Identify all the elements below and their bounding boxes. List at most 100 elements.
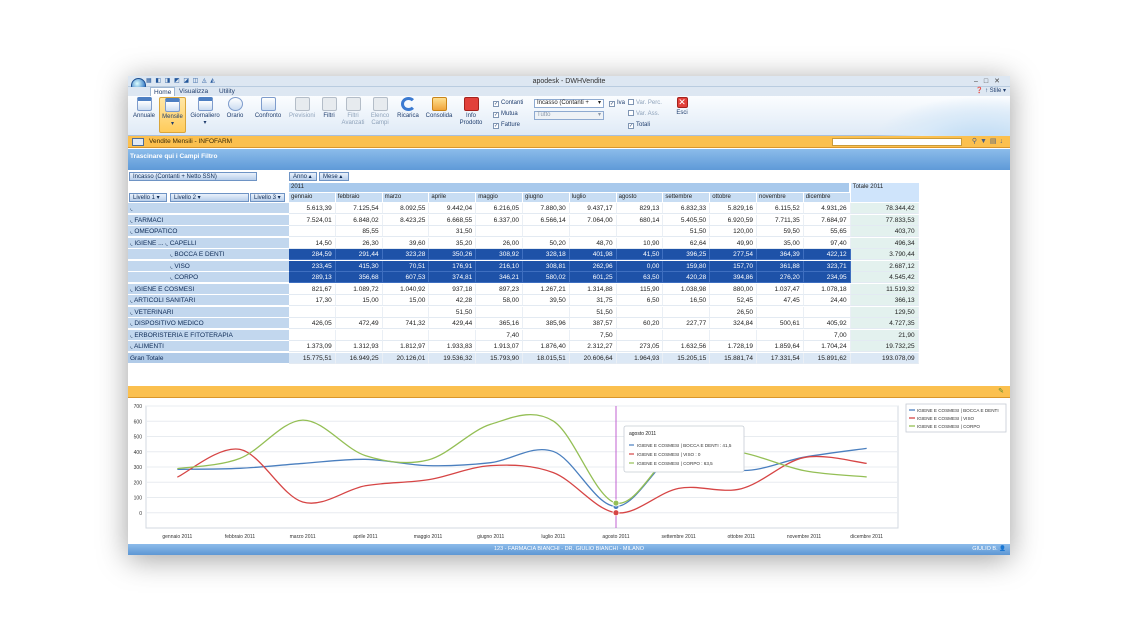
row-field-1[interactable]: Livello 1 ▾ <box>129 193 167 202</box>
table-cell[interactable]: 159,80 <box>663 260 711 272</box>
table-cell[interactable]: 1.267,21 <box>523 283 570 295</box>
ricarica-button[interactable]: Ricarica <box>394 97 422 120</box>
table-cell[interactable]: 1.876,40 <box>523 341 570 352</box>
row-label[interactable]: ◟ ARTICOLI SANITARI <box>128 295 289 306</box>
row-label[interactable]: ◟ IGIENE ... ◟ CAPELLI <box>128 237 289 249</box>
row-label[interactable]: ◟ DISPOSITIVO MEDICO <box>128 318 289 329</box>
table-cell[interactable]: 15.793,90 <box>476 352 523 364</box>
table-cell[interactable]: 48,70 <box>569 237 617 249</box>
table-cell[interactable]: 2.312,27 <box>569 341 617 352</box>
filter-drop-zone[interactable]: Trascinare qui i Campi Filtro <box>128 149 1010 170</box>
table-cell[interactable]: 157,70 <box>710 260 757 272</box>
table-cell[interactable]: 1.704,24 <box>803 341 851 352</box>
table-cell[interactable]: 1.812,97 <box>382 341 430 352</box>
table-cell[interactable]: 364,39 <box>757 249 804 260</box>
mensile-button[interactable]: Mensile ▾ <box>159 97 186 133</box>
table-cell[interactable]: 1.089,72 <box>335 283 383 295</box>
consolida-button[interactable]: Consolida <box>423 97 455 120</box>
table-cell[interactable] <box>289 226 336 237</box>
table-cell[interactable]: 262,96 <box>569 260 617 272</box>
table-cell[interactable]: 472,49 <box>335 318 383 329</box>
table-cell[interactable]: 6.848,02 <box>335 214 383 226</box>
table-cell[interactable]: 680,14 <box>616 214 664 226</box>
table-cell[interactable]: 26,50 <box>710 306 757 318</box>
table-cell[interactable]: 52,45 <box>710 295 757 306</box>
table-cell[interactable]: 328,18 <box>523 249 570 260</box>
row-total-cell[interactable]: 2.687,12 <box>850 260 919 272</box>
table-cell[interactable]: 422,12 <box>803 249 851 260</box>
fatture-checkbox[interactable]: ✓ Fatture <box>493 122 521 129</box>
table-cell[interactable]: 500,61 <box>757 318 804 329</box>
table-cell[interactable]: 580,02 <box>523 272 570 283</box>
row-total-cell[interactable]: 78.344,42 <box>850 203 919 214</box>
table-cell[interactable]: 308,92 <box>476 249 523 260</box>
table-cell[interactable]: 365,16 <box>476 318 523 329</box>
table-cell[interactable]: 396,25 <box>663 249 711 260</box>
table-cell[interactable] <box>289 329 336 341</box>
table-cell[interactable]: 49,90 <box>710 237 757 249</box>
table-cell[interactable]: 18.015,51 <box>523 352 570 364</box>
table-cell[interactable]: 0,00 <box>616 260 664 272</box>
table-cell[interactable]: 115,90 <box>616 283 664 295</box>
row-total-cell[interactable]: 403,70 <box>850 226 919 237</box>
table-cell[interactable]: 6.337,00 <box>476 214 523 226</box>
help-area[interactable]: ❓ ↑ Stile ▾ <box>976 87 1006 96</box>
table-cell[interactable]: 62,64 <box>663 237 711 249</box>
table-cell[interactable]: 8.423,25 <box>382 214 430 226</box>
info-prodotto-button[interactable]: Info Prodotto <box>457 97 485 127</box>
table-cell[interactable]: 51,50 <box>569 306 617 318</box>
table-cell[interactable]: 1.038,98 <box>663 283 711 295</box>
table-cell[interactable]: 55,65 <box>803 226 851 237</box>
orario-button[interactable]: Orario <box>224 97 246 120</box>
table-cell[interactable] <box>382 226 430 237</box>
table-cell[interactable]: 31,75 <box>569 295 617 306</box>
table-cell[interactable]: 216,10 <box>476 260 523 272</box>
table-cell[interactable]: 6,50 <box>616 295 664 306</box>
table-cell[interactable]: 1.728,19 <box>710 341 757 352</box>
table-cell[interactable]: 308,81 <box>523 260 570 272</box>
table-cell[interactable]: 1.037,47 <box>757 283 804 295</box>
table-cell[interactable]: 6.832,33 <box>663 203 711 214</box>
table-cell[interactable]: 26,30 <box>335 237 383 249</box>
table-cell[interactable]: 16.949,25 <box>335 352 383 364</box>
table-cell[interactable]: 70,51 <box>382 260 430 272</box>
row-label[interactable]: ◟ VISO <box>128 260 289 272</box>
row-total-cell[interactable]: 4.545,42 <box>850 272 919 283</box>
tab-visualizza[interactable]: Visualizza <box>179 88 209 95</box>
table-cell[interactable]: 35,00 <box>757 237 804 249</box>
table-cell[interactable]: 277,54 <box>710 249 757 260</box>
table-cell[interactable]: 63,50 <box>616 272 664 283</box>
table-cell[interactable]: 15.891,62 <box>803 352 851 364</box>
table-cell[interactable]: 15.205,15 <box>663 352 711 364</box>
table-cell[interactable]: 7.064,00 <box>569 214 617 226</box>
table-cell[interactable]: 1.859,64 <box>757 341 804 352</box>
table-cell[interactable]: 31,50 <box>429 226 477 237</box>
table-cell[interactable]: 17.331,54 <box>757 352 804 364</box>
table-cell[interactable]: 323,28 <box>382 249 430 260</box>
table-cell[interactable]: 7,00 <box>803 329 851 341</box>
row-label[interactable]: ◟ ALIMENTI <box>128 341 289 352</box>
row-label[interactable]: ◟ FARMACI <box>128 214 289 226</box>
tutto-select[interactable]: Tutto <box>534 111 604 120</box>
table-cell[interactable]: 227,77 <box>663 318 711 329</box>
table-cell[interactable]: 120,00 <box>710 226 757 237</box>
row-total-cell[interactable]: 496,34 <box>850 237 919 249</box>
row-total-cell[interactable]: 193.078,09 <box>850 352 919 364</box>
table-cell[interactable]: 51,50 <box>429 306 477 318</box>
table-cell[interactable] <box>476 226 523 237</box>
table-cell[interactable]: 6.216,05 <box>476 203 523 214</box>
row-total-cell[interactable]: 129,50 <box>850 306 919 318</box>
table-cell[interactable]: 607,53 <box>382 272 430 283</box>
table-cell[interactable]: 5.405,50 <box>663 214 711 226</box>
row-field-2[interactable]: Livello 2 ▾ <box>170 193 249 202</box>
row-label[interactable]: ◟ CORPO <box>128 272 289 283</box>
table-cell[interactable]: 6.668,55 <box>429 214 477 226</box>
table-cell[interactable]: 97,40 <box>803 237 851 249</box>
table-cell[interactable]: 361,88 <box>757 260 804 272</box>
row-total-cell[interactable]: 4.727,35 <box>850 318 919 329</box>
table-cell[interactable] <box>803 306 851 318</box>
quick-access-toolbar[interactable]: ▦ ◧ ◨ ◩ ◪ ◫ ◬ ◭ <box>146 78 216 84</box>
row-total-cell[interactable]: 21,90 <box>850 329 919 341</box>
table-cell[interactable]: 356,68 <box>335 272 383 283</box>
table-cell[interactable]: 324,84 <box>710 318 757 329</box>
